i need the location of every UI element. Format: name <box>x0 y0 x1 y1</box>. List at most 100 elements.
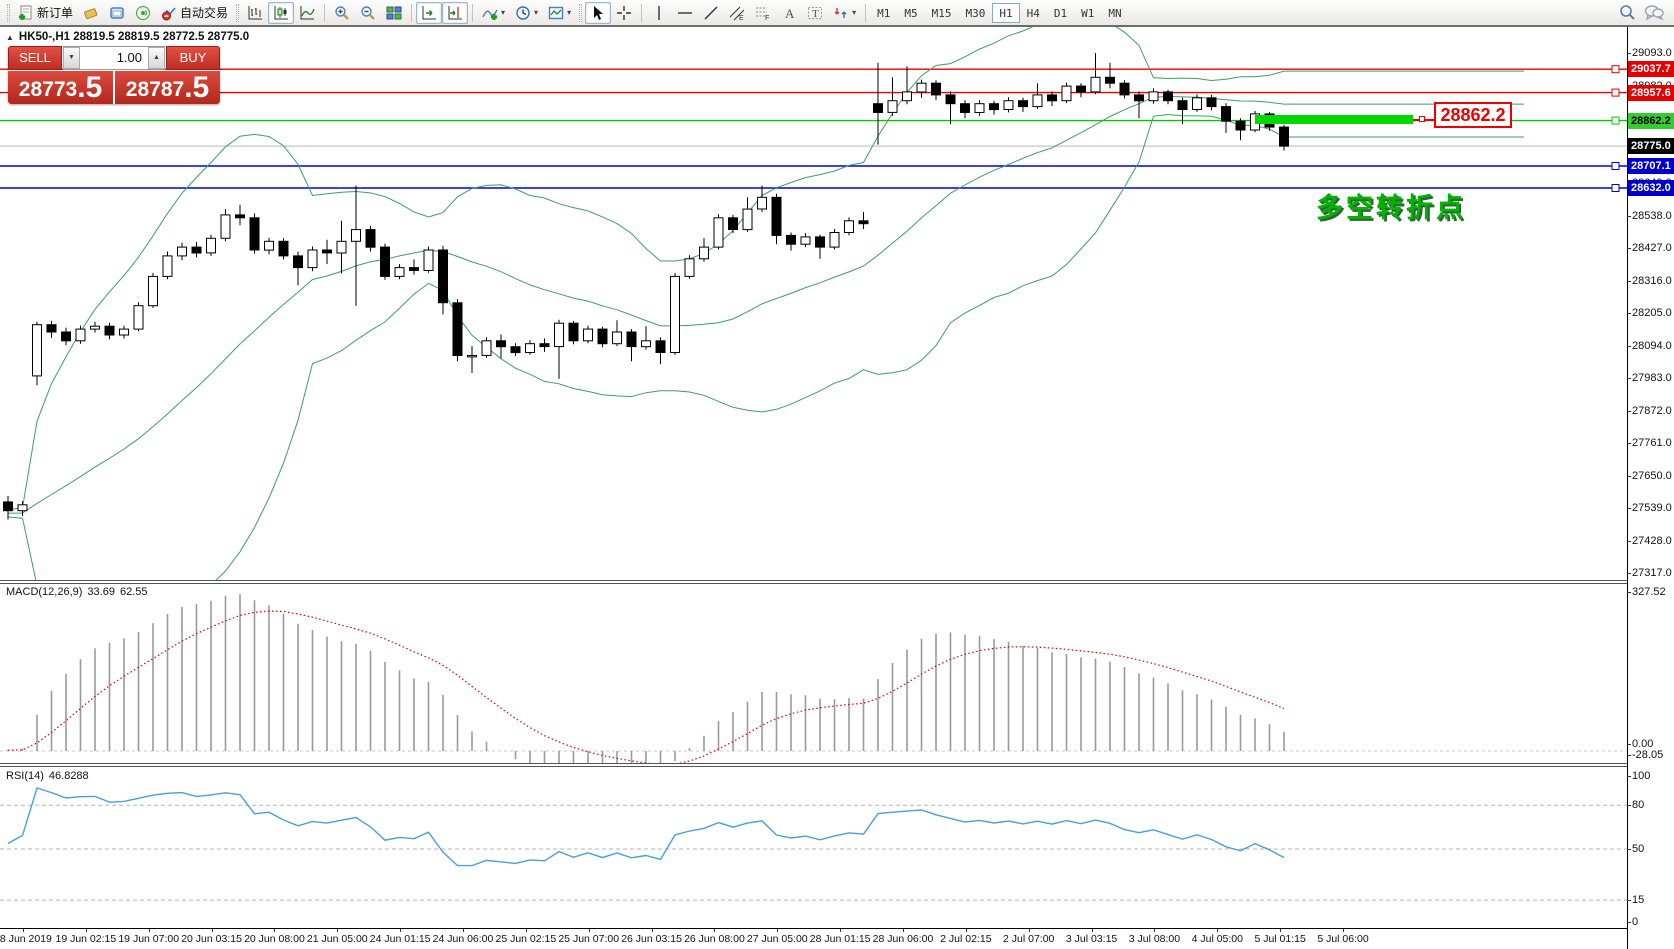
timeframe-h1[interactable]: H1 <box>992 2 1020 23</box>
bar-chart-mode-button[interactable] <box>242 2 268 24</box>
collapse-arrow-icon[interactable]: ▲ <box>6 32 14 42</box>
trendline-icon <box>704 6 718 19</box>
chart-title-text: HK50-,H1 28819.5 28819.5 28772.5 28775.0 <box>18 31 250 43</box>
auto-trading-label: 自动交易 <box>180 6 229 20</box>
channel-tool-button[interactable]: E <box>724 2 750 24</box>
turning-point-annotation[interactable]: 多空转折点 <box>1316 193 1466 223</box>
timeframe-mn[interactable]: MN <box>1108 6 1122 20</box>
volume-decrease-button[interactable]: ▼ <box>63 47 80 69</box>
horizontal-line-icon <box>678 11 693 14</box>
time-tick <box>463 929 464 932</box>
dropdown-icon[interactable]: ▾ <box>567 8 572 17</box>
dropdown-icon[interactable]: ▾ <box>852 8 857 17</box>
horizontal-line-tool-button[interactable] <box>672 2 698 24</box>
time-tick <box>1154 929 1156 932</box>
sell-price[interactable]: 28773.5 <box>8 71 113 104</box>
indicators-button[interactable]: ▾ <box>477 2 510 24</box>
callout-node[interactable] <box>1419 116 1425 122</box>
fibonacci-icon: F <box>756 7 769 21</box>
toolbar-grip[interactable] <box>579 3 583 22</box>
templates-button[interactable]: ▾ <box>543 2 576 24</box>
price-axis[interactable]: 29093.028982.028871.028760.028649.028538… <box>1626 27 1674 949</box>
price-tick-label: 27317.0 <box>1627 567 1672 579</box>
timeframe-m5[interactable]: M5 <box>904 6 918 20</box>
buy-price[interactable]: 28787.5 <box>115 71 220 104</box>
template-icon <box>548 6 564 19</box>
timeframe-m30[interactable]: M30 <box>965 6 986 20</box>
text-tool-button[interactable]: A <box>776 2 802 24</box>
new-order-label: 新订单 <box>37 6 74 20</box>
chat-icon[interactable] <box>1644 4 1664 21</box>
timeframe-h4[interactable]: H4 <box>1026 6 1040 20</box>
time-tick-label: 19 Jun 07:00 <box>118 933 180 945</box>
signal-button[interactable] <box>130 2 156 24</box>
price-level-badge: 28862.2 <box>1628 112 1674 129</box>
search-icon[interactable] <box>1619 4 1636 21</box>
line-chart-mode-button[interactable] <box>294 2 320 24</box>
toolbar-grip[interactable] <box>7 3 10 22</box>
zoom-in-button[interactable] <box>329 2 355 24</box>
time-tick-label: 2 Jul 02:15 <box>940 933 992 945</box>
time-tick <box>400 929 402 932</box>
crosshair-tool-button[interactable] <box>611 2 637 24</box>
macd-signal-line <box>7 610 1285 764</box>
auto-trading-button[interactable]: 自动交易 <box>156 2 233 24</box>
timeframe-d1[interactable]: D1 <box>1053 6 1068 20</box>
auto-trading-icon <box>162 6 176 20</box>
price-tick-label: 27428.0 <box>1627 534 1672 547</box>
time-tick <box>148 929 150 932</box>
time-tick <box>23 929 24 932</box>
modify-button[interactable] <box>78 2 104 24</box>
price-tick-label: 27983.0 <box>1627 372 1672 384</box>
time-tick <box>274 929 276 932</box>
buy-button[interactable]: BUY <box>166 46 220 70</box>
timeframe-m15[interactable]: M15 <box>931 6 952 20</box>
rsi-line <box>7 787 1285 867</box>
candlestick-mode-button[interactable] <box>268 1 295 24</box>
panel-divider[interactable] <box>0 580 1627 584</box>
panel-divider[interactable] <box>0 763 1627 767</box>
svg-text:A: A <box>785 6 795 21</box>
price-tick-label: 27539.0 <box>1627 502 1672 514</box>
toolbar-grip[interactable] <box>236 3 240 22</box>
time-tick <box>588 929 590 932</box>
signal-icon <box>136 5 151 20</box>
trendline-tool-button[interactable] <box>698 2 724 24</box>
fibonacci-tool-button[interactable]: F <box>750 2 776 24</box>
time-tick-label: 25 Jun 02:15 <box>495 933 557 945</box>
price-tick-label: 27872.0 <box>1627 404 1672 417</box>
time-tick-label: 27 Jun 05:00 <box>746 933 808 945</box>
equidistant-channel-icon: E <box>729 6 745 21</box>
dropdown-icon[interactable]: ▾ <box>534 8 539 17</box>
timeframe-w1[interactable]: W1 <box>1081 6 1095 20</box>
time-tick-label: 3 Jul 03:15 <box>1065 933 1118 945</box>
cursor-tool-button[interactable] <box>585 1 612 24</box>
time-tick <box>651 929 653 932</box>
volume-control: ▼ 1.00 ▲ <box>63 46 165 70</box>
periods-button[interactable]: ▾ <box>510 2 543 24</box>
arrows-tool-button[interactable]: ▾ <box>828 2 861 24</box>
time-tick <box>965 929 967 932</box>
macd-panel-canvas[interactable] <box>0 584 1627 764</box>
volume-input[interactable]: 1.00 <box>80 47 148 69</box>
market-window-button[interactable] <box>104 2 130 24</box>
vertical-line-tool-button[interactable] <box>646 2 672 24</box>
new-order-button[interactable]: 新订单 <box>13 2 78 24</box>
dropdown-icon[interactable]: ▾ <box>501 8 506 17</box>
highlight-level-bar[interactable] <box>1255 115 1413 124</box>
sell-button[interactable]: SELL <box>8 46 62 70</box>
zoom-out-button[interactable] <box>355 2 381 24</box>
chart-shift-button[interactable] <box>442 1 469 24</box>
tile-windows-button[interactable] <box>381 2 407 24</box>
volume-increase-button[interactable]: ▲ <box>148 47 165 69</box>
rsi-panel-canvas[interactable] <box>0 767 1627 928</box>
add-indicator-icon <box>482 9 498 20</box>
cursor-icon <box>594 5 604 20</box>
price-callout-box[interactable]: 28862.2 <box>1434 102 1512 128</box>
auto-scroll-button[interactable] <box>416 1 443 24</box>
timeframe-m1[interactable]: M1 <box>877 6 891 20</box>
vertical-line-icon <box>658 5 660 20</box>
price-chart-canvas[interactable] <box>0 27 1627 580</box>
text-label-tool-button[interactable]: T <box>802 2 828 24</box>
